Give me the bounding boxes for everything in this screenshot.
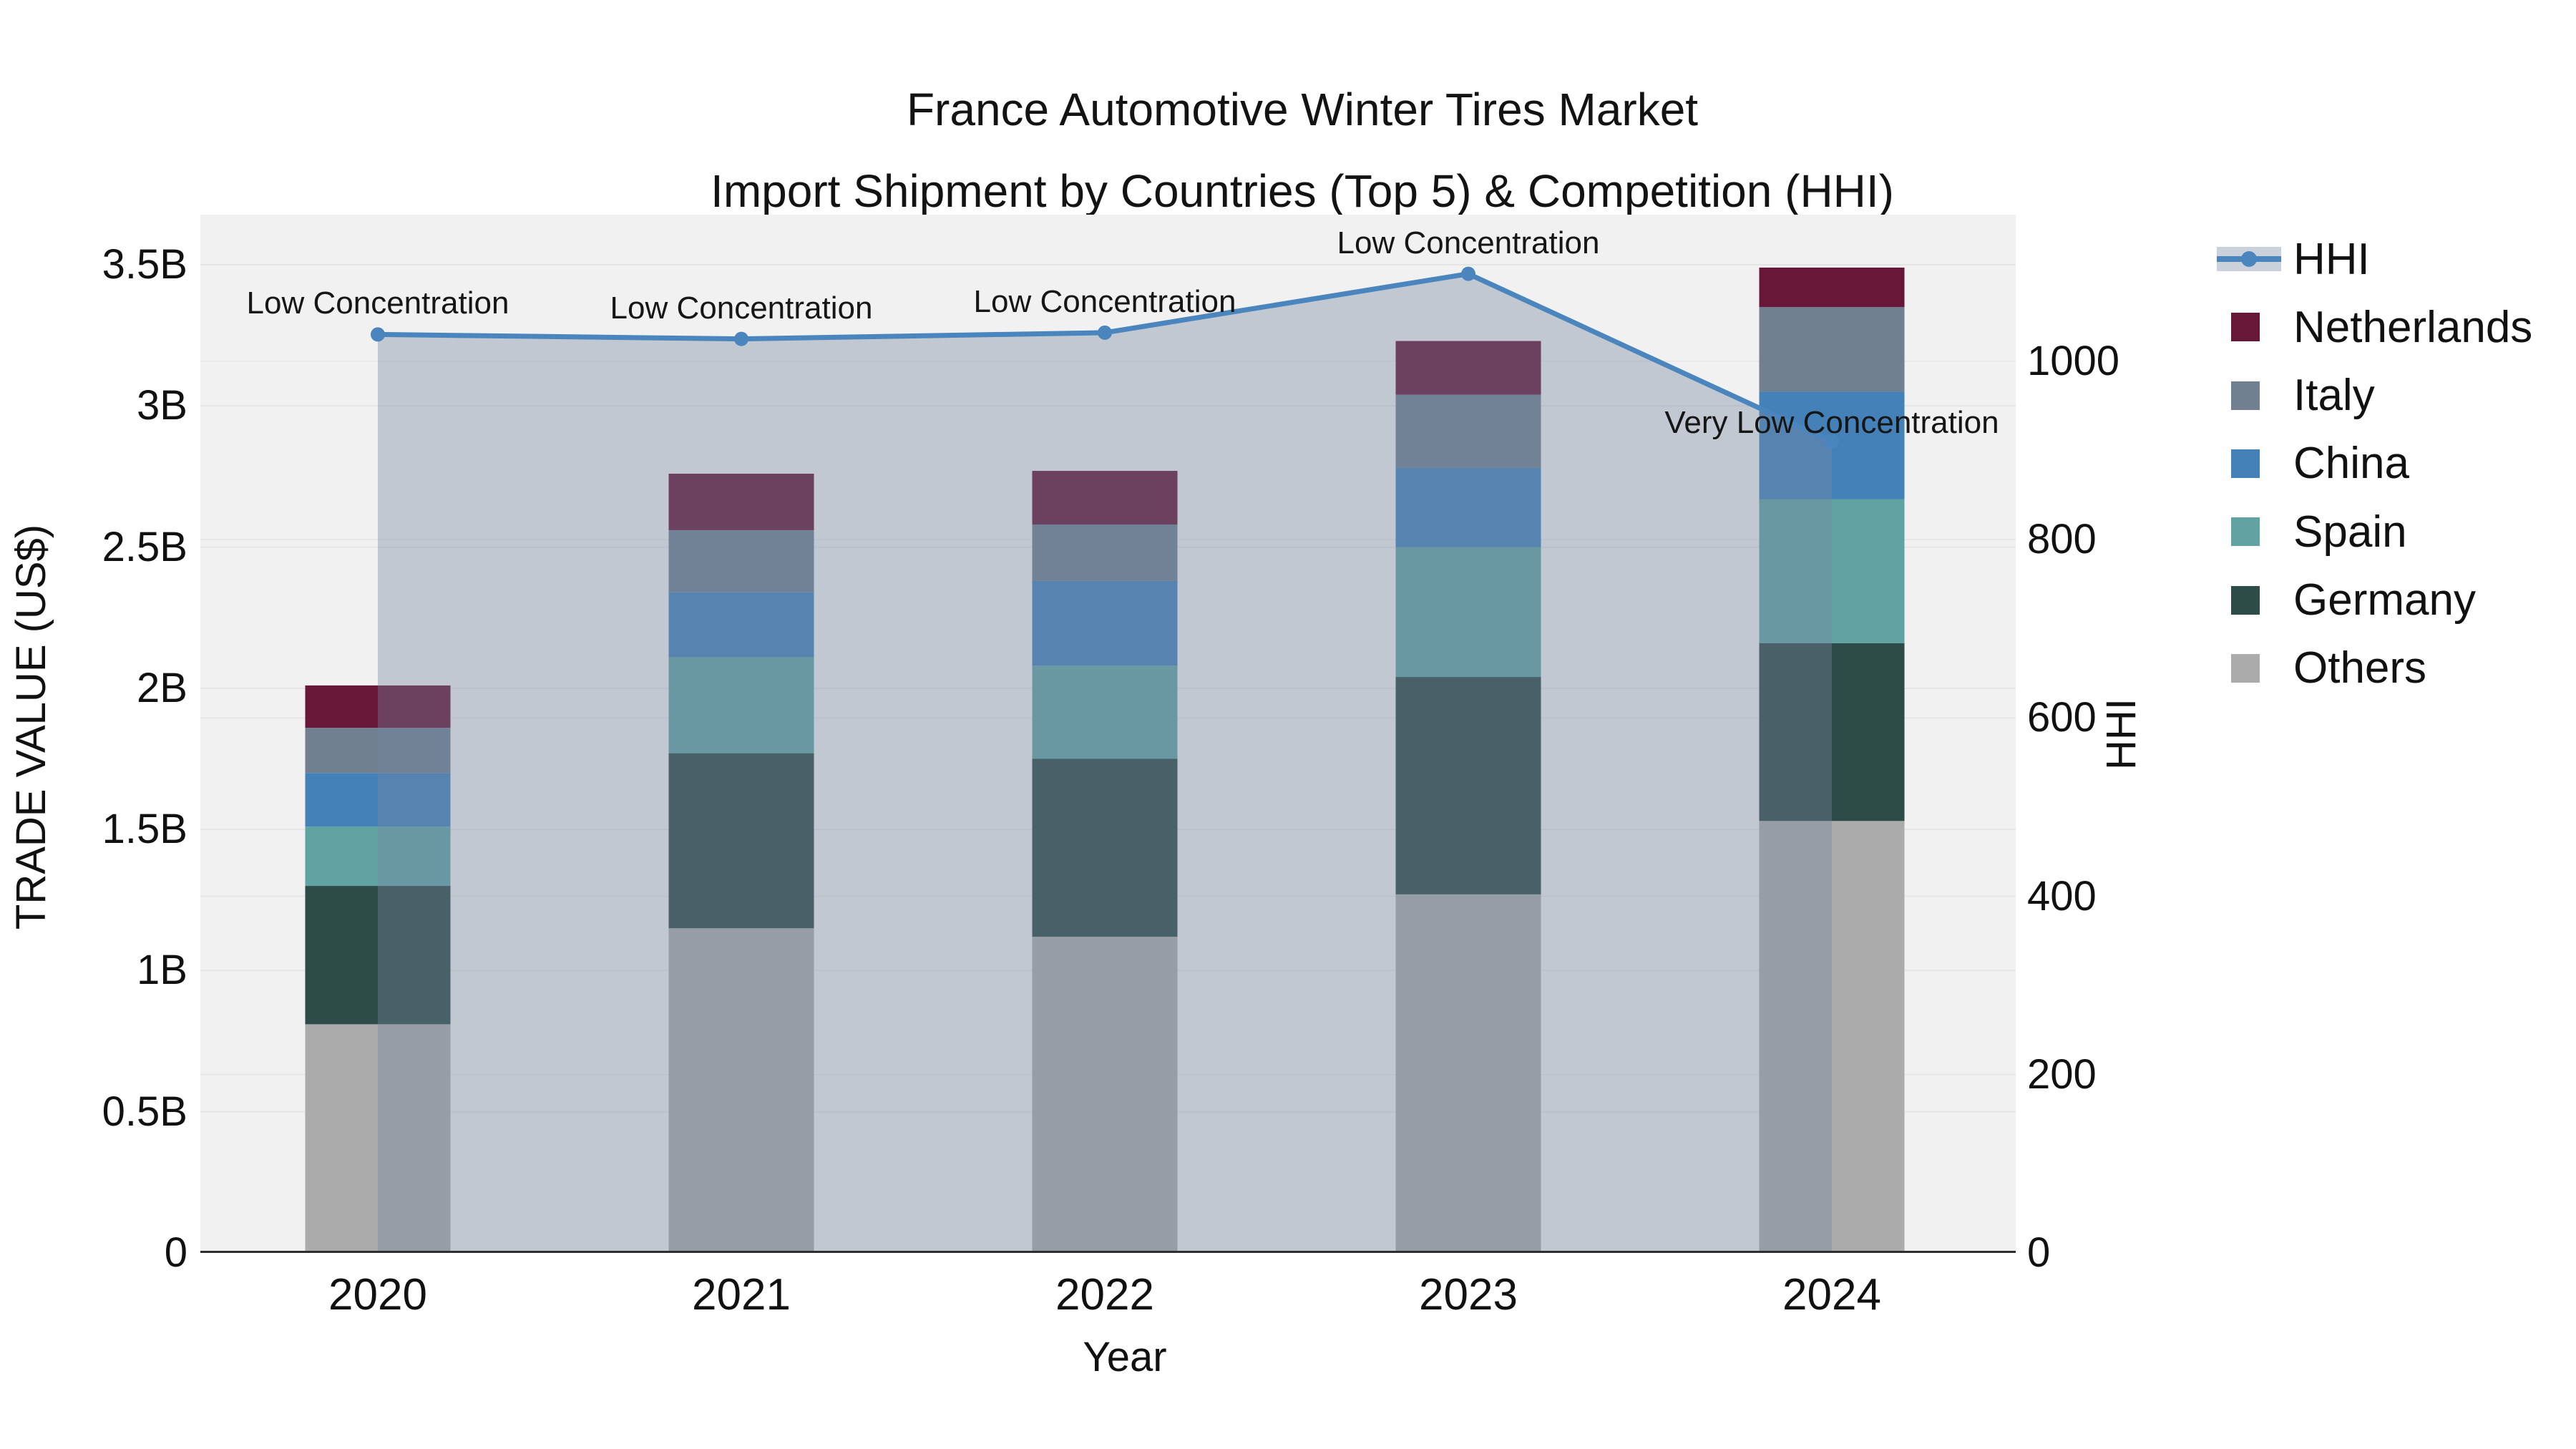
legend-item-china: China: [2217, 430, 2409, 497]
chart-title-line2: Import Shipment by Countries (Top 5) & C…: [711, 165, 1894, 217]
bar-segment-china-2022: [1032, 580, 1178, 666]
plot-area: [200, 215, 2016, 1253]
y-right-axis-label: HHI: [2098, 698, 2145, 770]
y-left-axis-label: TRADE VALUE (US$): [8, 524, 54, 930]
hhi-point-2021: [734, 331, 748, 346]
y-left-tick: 0.5B: [102, 1088, 187, 1135]
y-left-tick: 0: [164, 1229, 187, 1276]
bar-segment-netherlands-2024: [1759, 267, 1905, 308]
legend-label: HHI: [2293, 234, 2370, 284]
bar-segment-china-2020: [305, 773, 451, 827]
bar-segment-germany-2022: [1032, 758, 1178, 937]
y-right-tick: 0: [2027, 1229, 2051, 1276]
hhi-point-2020: [371, 327, 385, 342]
legend-item-hhi: HHI: [2217, 225, 2370, 293]
bar-segment-china-2021: [668, 592, 814, 658]
bar-segment-others-2020: [305, 1024, 451, 1253]
chart-title-line1: France Automotive Winter Tires Market: [906, 84, 1699, 135]
y-left-tick: 2B: [137, 664, 187, 711]
legend-swatch-others: [2217, 653, 2293, 683]
x-axis-label: Year: [1083, 1334, 1167, 1380]
y-right-tick: 600: [2027, 694, 2097, 741]
x-tick: 2020: [328, 1270, 427, 1319]
legend-swatch-china: [2217, 449, 2293, 478]
legend-label: Spain: [2293, 507, 2407, 557]
y-right-tick: 200: [2027, 1050, 2097, 1098]
annotation-2022: Low Concentration: [973, 283, 1236, 319]
y-left-tick: 1B: [137, 947, 187, 994]
x-tick: 2021: [692, 1270, 791, 1319]
bar-segment-china-2023: [1395, 468, 1541, 547]
bar-segment-italy-2024: [1759, 307, 1905, 392]
hhi-point-2024: [1825, 434, 1839, 449]
legend-item-spain: Spain: [2217, 498, 2407, 565]
bar-segment-netherlands-2020: [305, 685, 451, 728]
bar-segment-italy-2022: [1032, 525, 1178, 581]
x-tick: 2024: [1782, 1270, 1881, 1319]
bar-segment-germany-2021: [668, 753, 814, 929]
legend-item-italy: Italy: [2217, 362, 2375, 429]
hhi-point-2022: [1098, 325, 1112, 340]
legend-item-netherlands: Netherlands: [2217, 293, 2532, 361]
annotation-2024: Very Low Concentration: [1664, 404, 1999, 440]
legend-item-others: Others: [2217, 635, 2426, 702]
plot-svg: [200, 264, 2016, 1253]
y-right-tick: 1000: [2027, 337, 2120, 384]
legend-swatch-spain: [2217, 517, 2293, 547]
bar-segment-italy-2023: [1395, 394, 1541, 469]
legend-item-germany: Germany: [2217, 567, 2476, 634]
bar-segment-others-2022: [1032, 937, 1178, 1253]
bar-segment-spain-2021: [668, 657, 814, 753]
y-left-tick: 2.5B: [102, 523, 187, 570]
hhi-area-fill: [378, 273, 1832, 1253]
y-right-tick: 800: [2027, 516, 2097, 563]
y-left-tick: 1.5B: [102, 806, 187, 853]
legend-label: Italy: [2293, 371, 2375, 421]
bar-segment-spain-2024: [1759, 499, 1905, 643]
y-left-tick: 3.5B: [102, 241, 187, 288]
bar-segment-others-2021: [668, 928, 814, 1253]
legend-swatch-netherlands: [2217, 313, 2293, 342]
bar-segment-germany-2023: [1395, 677, 1541, 894]
x-tick: 2023: [1419, 1270, 1518, 1319]
bar-segment-netherlands-2022: [1032, 471, 1178, 525]
legend-swatch-germany: [2217, 585, 2293, 615]
bar-segment-others-2024: [1759, 821, 1905, 1253]
bar-segment-spain-2022: [1032, 665, 1178, 759]
y-left-tick: 3B: [137, 382, 187, 429]
bar-segment-italy-2020: [305, 728, 451, 774]
annotation-2021: Low Concentration: [610, 290, 873, 326]
annotation-2020: Low Concentration: [246, 286, 509, 321]
hhi-line-legend-symbol: [2217, 247, 2293, 271]
legend-label: Others: [2293, 643, 2427, 693]
bar-segment-italy-2021: [668, 530, 814, 592]
legend-label: China: [2293, 439, 2409, 489]
bar-segment-spain-2020: [305, 826, 451, 887]
bar-segment-germany-2024: [1759, 643, 1905, 821]
legend-swatch-italy: [2217, 381, 2293, 410]
chart-title: France Automotive Winter Tires Market Im…: [680, 69, 1925, 232]
bar-segment-netherlands-2021: [668, 473, 814, 530]
y-right-tick: 400: [2027, 872, 2097, 919]
annotation-2023: Low Concentration: [1337, 225, 1600, 260]
bar-segment-others-2023: [1395, 894, 1541, 1253]
bar-segment-netherlands-2023: [1395, 341, 1541, 395]
bar-segment-germany-2020: [305, 886, 451, 1025]
legend-label: Germany: [2293, 575, 2476, 625]
legend-label: Netherlands: [2293, 302, 2533, 352]
x-tick: 2022: [1055, 1270, 1154, 1319]
hhi-point-2023: [1461, 266, 1475, 281]
bar-segment-spain-2023: [1395, 547, 1541, 678]
